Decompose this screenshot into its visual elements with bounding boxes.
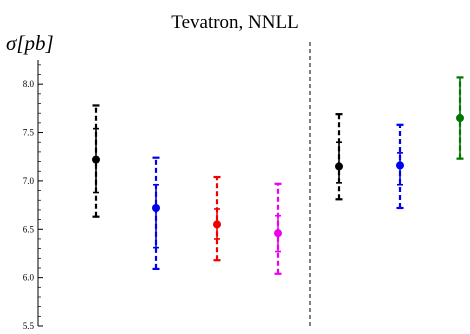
central-value-marker	[274, 229, 282, 238]
y-axis-label: σ[pb]	[6, 31, 54, 55]
y-ticks: 5.5 6.0 6.5 7.0 7.5 8.0	[23, 64, 43, 331]
data-points	[92, 76, 464, 275]
y-tick-label: 6.5	[23, 224, 35, 234]
data-point-2	[152, 156, 160, 271]
data-point-7	[456, 76, 464, 160]
y-tick-label: 8.0	[23, 79, 35, 89]
central-value-marker	[396, 161, 404, 170]
data-point-3	[213, 175, 221, 262]
central-value-marker	[213, 220, 221, 229]
chart-title: Tevatron, NNLL	[171, 12, 298, 33]
central-value-marker	[335, 162, 343, 171]
y-tick-label: 5.5	[23, 321, 35, 331]
y-tick-label: 7.5	[23, 128, 35, 138]
data-point-5	[335, 113, 343, 201]
data-point-4	[274, 182, 282, 275]
y-tick-label: 7.0	[23, 176, 35, 186]
data-point-6	[396, 123, 404, 210]
central-value-marker	[152, 203, 160, 212]
central-value-marker	[456, 114, 464, 123]
data-point-1	[92, 104, 100, 218]
y-tick-label: 6.0	[23, 273, 35, 283]
central-value-marker	[92, 155, 100, 164]
